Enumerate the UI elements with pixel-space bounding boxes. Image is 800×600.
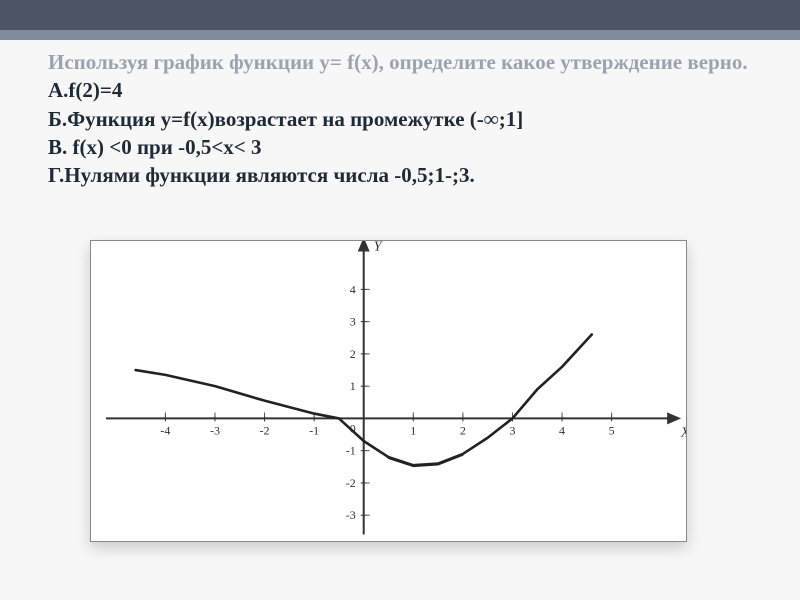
svg-text:-3: -3 — [210, 423, 220, 437]
top-bar-edge — [0, 30, 800, 40]
top-bar — [0, 0, 800, 30]
svg-text:X: X — [680, 425, 686, 440]
chart-container: -4-3-2-112345-3-2-112340XY — [90, 240, 687, 542]
svg-text:4: 4 — [350, 282, 356, 296]
option-c: В. f(x) <0 при -0,5<x< 3 — [48, 135, 262, 159]
svg-text:-3: -3 — [346, 508, 356, 522]
svg-text:1: 1 — [410, 423, 416, 437]
option-d: Г.Нулями функции являются числа -0,5;1-;… — [48, 163, 475, 187]
svg-text:4: 4 — [559, 423, 565, 437]
svg-text:2: 2 — [460, 423, 466, 437]
svg-text:3: 3 — [350, 315, 356, 329]
svg-text:-1: -1 — [346, 444, 356, 458]
svg-text:5: 5 — [609, 423, 615, 437]
svg-text:-2: -2 — [346, 476, 356, 490]
question-block: Используя график функции y= f(x), опреде… — [48, 48, 752, 190]
svg-text:1: 1 — [350, 379, 356, 393]
slide: Используя график функции y= f(x), опреде… — [0, 0, 800, 600]
svg-text:-4: -4 — [160, 423, 170, 437]
svg-text:-1: -1 — [309, 423, 319, 437]
option-a: А.f(2)=4 — [48, 78, 122, 102]
option-b: Б.Функция y=f(x)возрастает на промежутке… — [48, 107, 523, 131]
svg-text:3: 3 — [509, 423, 515, 437]
svg-text:-2: -2 — [260, 423, 270, 437]
function-graph: -4-3-2-112345-3-2-112340XY — [91, 241, 686, 541]
question-intro: Используя график функции y= f(x), опреде… — [48, 50, 748, 74]
svg-text:2: 2 — [350, 347, 356, 361]
